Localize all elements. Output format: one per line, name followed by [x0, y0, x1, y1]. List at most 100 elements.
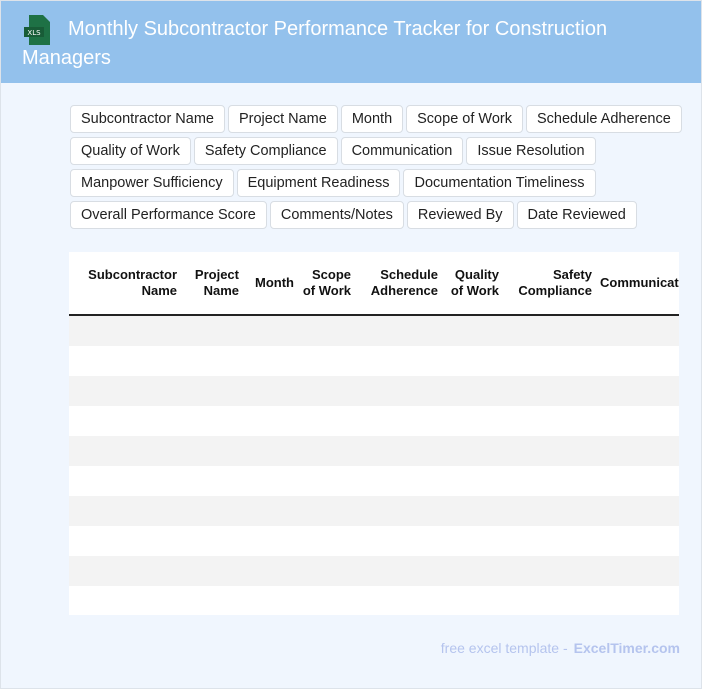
- table-cell[interactable]: [442, 586, 503, 615]
- table-cell[interactable]: [442, 346, 503, 376]
- column-chip[interactable]: Safety Compliance: [193, 137, 338, 165]
- column-chip[interactable]: Reviewed By: [406, 201, 514, 229]
- table-cell[interactable]: [355, 496, 442, 526]
- table-cell[interactable]: [298, 556, 355, 586]
- table-cell[interactable]: [503, 496, 596, 526]
- table-cell[interactable]: [243, 496, 298, 526]
- table-cell[interactable]: [243, 586, 298, 615]
- table-cell[interactable]: [69, 376, 181, 406]
- table-cell[interactable]: [181, 376, 243, 406]
- table-cell[interactable]: [355, 406, 442, 436]
- table-cell[interactable]: [298, 436, 355, 466]
- table-cell[interactable]: [298, 346, 355, 376]
- table-cell[interactable]: [181, 586, 243, 615]
- column-chip[interactable]: Issue Resolution: [466, 137, 596, 165]
- table-cell[interactable]: [243, 436, 298, 466]
- table-cell[interactable]: [442, 526, 503, 556]
- column-chip[interactable]: Comments/Notes: [269, 201, 404, 229]
- table-cell[interactable]: [298, 496, 355, 526]
- table-cell[interactable]: [69, 586, 181, 615]
- table-cell[interactable]: [181, 556, 243, 586]
- table-cell[interactable]: [503, 586, 596, 615]
- table-cell[interactable]: [243, 526, 298, 556]
- table-cell[interactable]: [181, 315, 243, 346]
- footer-brand-link[interactable]: ExcelTimer.com: [573, 640, 680, 656]
- table-cell[interactable]: [442, 406, 503, 436]
- table-cell[interactable]: [355, 315, 442, 346]
- column-chip[interactable]: Manpower Sufficiency: [70, 169, 234, 197]
- table-cell[interactable]: [181, 466, 243, 496]
- table-cell[interactable]: [69, 526, 181, 556]
- table-cell[interactable]: [181, 436, 243, 466]
- table-cell[interactable]: [596, 526, 679, 556]
- table-cell[interactable]: [181, 346, 243, 376]
- table-row: [69, 526, 679, 556]
- table-cell[interactable]: [503, 346, 596, 376]
- table-cell[interactable]: [503, 466, 596, 496]
- column-chip[interactable]: Date Reviewed: [516, 201, 637, 229]
- table-cell[interactable]: [442, 315, 503, 346]
- table-cell[interactable]: [596, 436, 679, 466]
- column-chip[interactable]: Month: [340, 105, 404, 133]
- table-cell[interactable]: [243, 346, 298, 376]
- column-chip[interactable]: Scope of Work: [406, 105, 523, 133]
- table-cell[interactable]: [503, 556, 596, 586]
- table-cell[interactable]: [243, 376, 298, 406]
- table-cell[interactable]: [69, 496, 181, 526]
- table-cell[interactable]: [243, 315, 298, 346]
- table-cell[interactable]: [442, 466, 503, 496]
- column-chip[interactable]: Overall Performance Score: [70, 201, 267, 229]
- table-cell[interactable]: [596, 586, 679, 615]
- table-cell[interactable]: [243, 406, 298, 436]
- table-cell[interactable]: [298, 466, 355, 496]
- table-cell[interactable]: [355, 526, 442, 556]
- table-cell[interactable]: [503, 376, 596, 406]
- column-chip[interactable]: Documentation Timeliness: [403, 169, 596, 197]
- table-cell[interactable]: [69, 556, 181, 586]
- table-cell[interactable]: [442, 496, 503, 526]
- table-cell[interactable]: [69, 346, 181, 376]
- table-cell[interactable]: [243, 556, 298, 586]
- table-cell[interactable]: [596, 346, 679, 376]
- column-header: Project Name: [181, 252, 243, 316]
- table-cell[interactable]: [69, 315, 181, 346]
- table-cell[interactable]: [243, 466, 298, 496]
- column-chip[interactable]: Schedule Adherence: [525, 105, 682, 133]
- table-cell[interactable]: [596, 556, 679, 586]
- table-cell[interactable]: [503, 436, 596, 466]
- column-chip[interactable]: Equipment Readiness: [236, 169, 401, 197]
- column-chip[interactable]: Quality of Work: [70, 137, 191, 165]
- table-cell[interactable]: [298, 406, 355, 436]
- table-cell[interactable]: [355, 346, 442, 376]
- table-cell[interactable]: [596, 406, 679, 436]
- table-cell[interactable]: [181, 526, 243, 556]
- table-cell[interactable]: [503, 406, 596, 436]
- table-cell[interactable]: [298, 526, 355, 556]
- table-cell[interactable]: [596, 376, 679, 406]
- table-cell[interactable]: [596, 315, 679, 346]
- table-cell[interactable]: [355, 436, 442, 466]
- table-cell[interactable]: [69, 406, 181, 436]
- table-cell[interactable]: [442, 556, 503, 586]
- table-cell[interactable]: [181, 406, 243, 436]
- table-cell[interactable]: [298, 376, 355, 406]
- column-chip[interactable]: Communication: [340, 137, 464, 165]
- table-cell[interactable]: [503, 526, 596, 556]
- table-cell[interactable]: [298, 315, 355, 346]
- table-cell[interactable]: [596, 496, 679, 526]
- table-cell[interactable]: [596, 466, 679, 496]
- table-cell[interactable]: [355, 586, 442, 615]
- table-cell[interactable]: [442, 436, 503, 466]
- table-cell[interactable]: [181, 496, 243, 526]
- table-cell[interactable]: [298, 586, 355, 615]
- table-cell[interactable]: [355, 376, 442, 406]
- table-cell[interactable]: [442, 376, 503, 406]
- table-cell[interactable]: [355, 556, 442, 586]
- table-cell[interactable]: [69, 466, 181, 496]
- table-cell[interactable]: [355, 466, 442, 496]
- table-cell[interactable]: [503, 315, 596, 346]
- column-chip[interactable]: Project Name: [227, 105, 338, 133]
- table-cell[interactable]: [69, 436, 181, 466]
- column-chip[interactable]: Subcontractor Name: [70, 105, 225, 133]
- footer: free excel template - ExcelTimer.com: [441, 640, 680, 656]
